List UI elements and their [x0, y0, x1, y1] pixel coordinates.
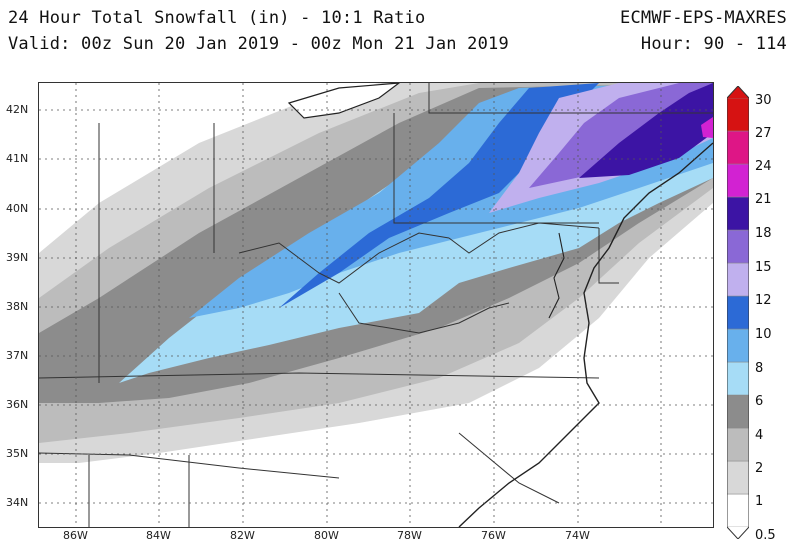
lat-label: 40N [6, 202, 29, 215]
colorbar-cell [727, 394, 749, 429]
map-title: 24 Hour Total Snowfall (in) - 10:1 Ratio [8, 8, 426, 28]
colorbar-cell [727, 460, 749, 495]
chesapeake [548, 232, 565, 319]
valid-time: Valid: 00z Sun 20 Jan 2019 - 00z Mon 21 … [8, 34, 509, 54]
colorbar-label: 8 [755, 361, 764, 376]
lon-label: 78W [397, 529, 422, 542]
colorbar-cell [727, 196, 749, 231]
colorbar [727, 86, 749, 539]
colorbar-top-arrow [727, 86, 749, 98]
colorbar-label: 27 [755, 126, 772, 141]
colorbar-label: 10 [755, 327, 772, 342]
colorbar-label: 4 [755, 428, 764, 443]
colorbar-cell [727, 361, 749, 396]
colorbar-cell [727, 163, 749, 198]
colorbar-label: 1 [755, 494, 764, 509]
colorbar-label: 12 [755, 293, 772, 308]
colorbar-label: 21 [755, 192, 772, 207]
lon-label: 80W [314, 529, 339, 542]
lat-label: 37N [6, 349, 29, 362]
snowfall-map [38, 82, 714, 528]
lat-label: 42N [6, 103, 29, 116]
lon-label: 84W [146, 529, 171, 542]
lon-label: 74W [565, 529, 590, 542]
lake-erie [287, 83, 400, 119]
lat-label: 35N [6, 447, 29, 460]
colorbar-bottom-arrow [727, 527, 749, 539]
snow-band-18 [701, 117, 713, 138]
colorbar-label: 30 [755, 93, 772, 108]
lon-label: 82W [230, 529, 255, 542]
model-name: ECMWF-EPS-MAXRES [620, 8, 787, 28]
lat-label: 34N [6, 496, 29, 509]
colorbar-cell [727, 130, 749, 165]
colorbar-label: 2 [755, 461, 764, 476]
lon-label: 86W [63, 529, 88, 542]
colorbar-label: 15 [755, 260, 772, 275]
lat-label: 39N [6, 251, 29, 264]
colorbar-label: 0.5 [755, 528, 776, 543]
lat-label: 38N [6, 300, 29, 313]
colorbar-cell [727, 427, 749, 462]
colorbar-cell [727, 295, 749, 330]
forecast-hour: Hour: 90 - 114 [640, 34, 787, 54]
coastline [458, 142, 713, 527]
colorbar-label: 6 [755, 394, 764, 409]
lon-label: 76W [481, 529, 506, 542]
colorbar-cell [727, 229, 749, 264]
colorbar-label: 24 [755, 159, 772, 174]
lat-label: 36N [6, 398, 29, 411]
colorbar-cell [727, 262, 749, 297]
colorbar-cell [727, 328, 749, 363]
snow-band-8 [279, 83, 599, 308]
colorbar-label: 18 [755, 226, 772, 241]
colorbar-cell [727, 493, 749, 528]
snow-band-15 [579, 83, 713, 178]
lat-label: 41N [6, 152, 29, 165]
colorbar-cell [727, 97, 749, 132]
